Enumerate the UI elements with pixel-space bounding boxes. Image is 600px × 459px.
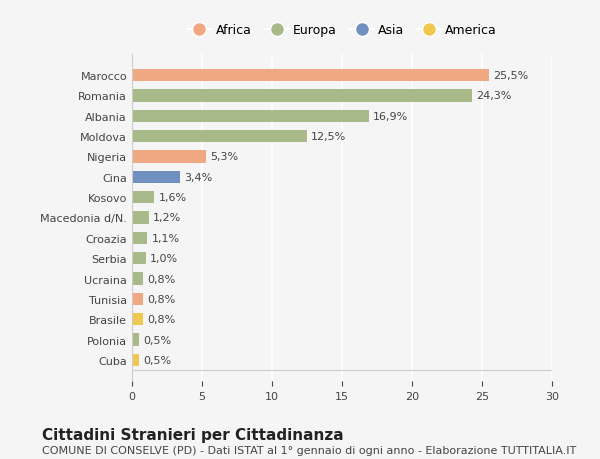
Text: 0,5%: 0,5% xyxy=(143,355,172,365)
Bar xyxy=(132,334,139,346)
Text: Cittadini Stranieri per Cittadinanza: Cittadini Stranieri per Cittadinanza xyxy=(42,427,344,442)
Text: 3,4%: 3,4% xyxy=(184,173,212,182)
Bar xyxy=(132,90,472,102)
Bar xyxy=(132,70,489,82)
Text: 0,5%: 0,5% xyxy=(143,335,172,345)
Text: 12,5%: 12,5% xyxy=(311,132,346,142)
Bar xyxy=(132,273,143,285)
Text: 1,0%: 1,0% xyxy=(150,254,178,263)
Bar xyxy=(132,171,179,184)
Text: 16,9%: 16,9% xyxy=(373,112,408,122)
Text: 0,8%: 0,8% xyxy=(148,294,176,304)
Bar xyxy=(132,192,154,204)
Text: 1,2%: 1,2% xyxy=(153,213,181,223)
Text: 0,8%: 0,8% xyxy=(148,274,176,284)
Bar xyxy=(132,252,146,265)
Text: 24,3%: 24,3% xyxy=(476,91,512,101)
Text: COMUNE DI CONSELVE (PD) - Dati ISTAT al 1° gennaio di ogni anno - Elaborazione T: COMUNE DI CONSELVE (PD) - Dati ISTAT al … xyxy=(42,445,576,455)
Text: 1,1%: 1,1% xyxy=(152,233,180,243)
Text: 1,6%: 1,6% xyxy=(158,193,187,203)
Bar xyxy=(132,212,149,224)
Text: 5,3%: 5,3% xyxy=(211,152,239,162)
Bar xyxy=(132,293,143,305)
Bar xyxy=(132,354,139,366)
Text: 0,8%: 0,8% xyxy=(148,314,176,325)
Bar xyxy=(132,232,148,244)
Bar xyxy=(132,151,206,163)
Bar xyxy=(132,111,368,123)
Bar xyxy=(132,313,143,325)
Legend: Africa, Europa, Asia, America: Africa, Europa, Asia, America xyxy=(182,19,502,42)
Bar xyxy=(132,131,307,143)
Text: 25,5%: 25,5% xyxy=(493,71,529,81)
